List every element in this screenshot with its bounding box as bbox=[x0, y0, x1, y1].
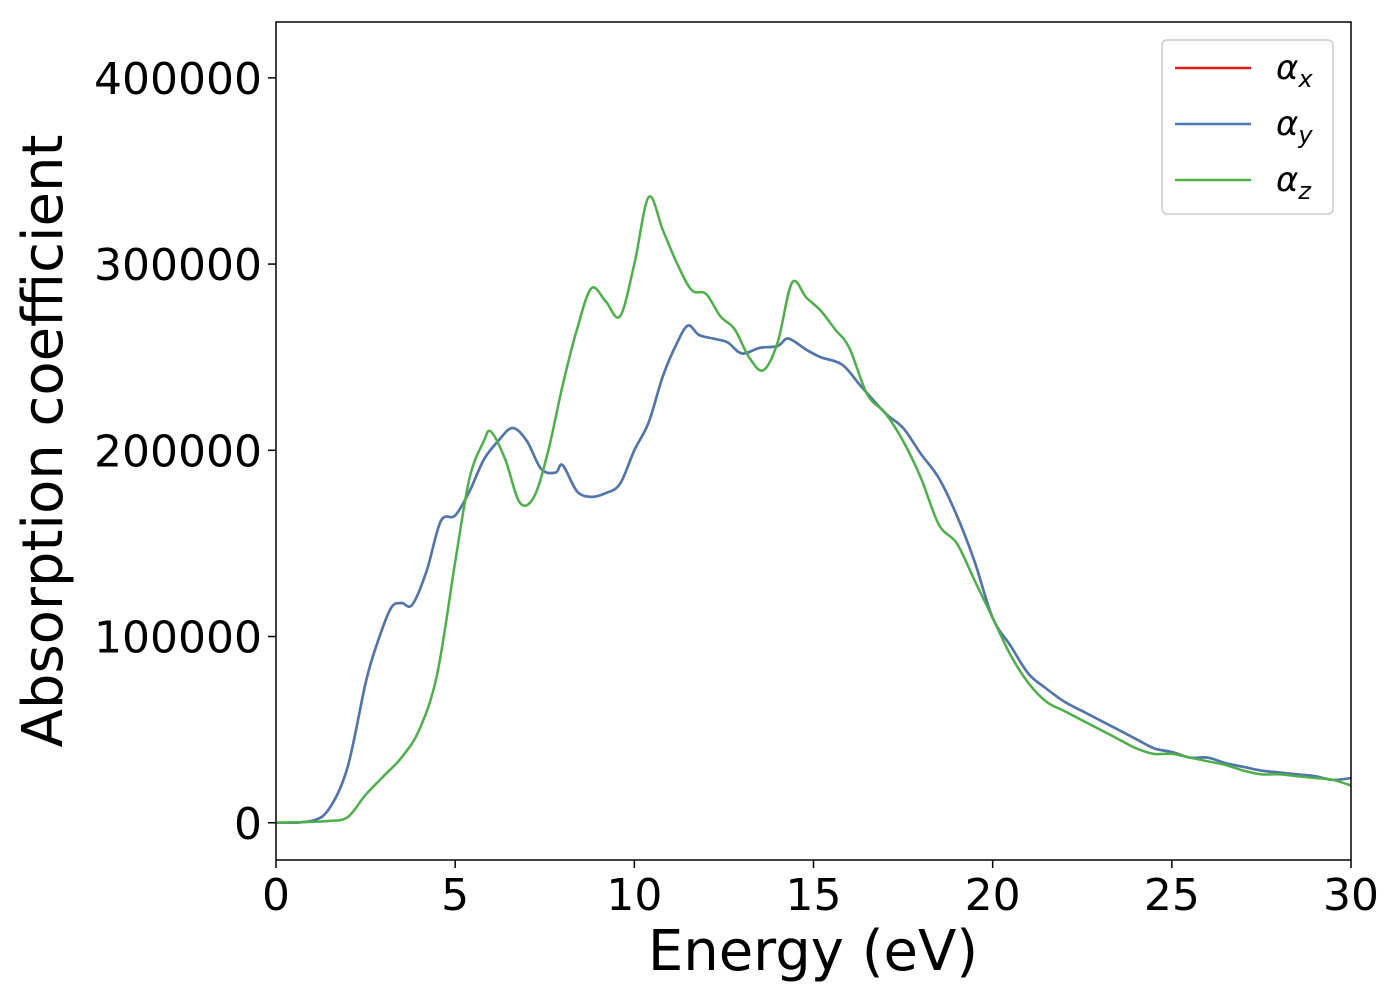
x-tick-label: 10 bbox=[606, 870, 662, 921]
y-axis: 0 100000 200000 300000 400000 bbox=[94, 54, 276, 850]
y-tick-label: 100000 bbox=[94, 613, 262, 664]
x-axis-label: Energy (eV) bbox=[648, 919, 978, 984]
x-tick-label: 5 bbox=[441, 870, 469, 921]
x-tick-label: 0 bbox=[262, 870, 290, 921]
y-tick-label: 300000 bbox=[94, 240, 262, 291]
y-tick-label: 400000 bbox=[94, 54, 262, 105]
x-tick-label: 15 bbox=[786, 870, 842, 921]
x-tick-label: 25 bbox=[1144, 870, 1200, 921]
series-layer bbox=[276, 195, 1351, 825]
x-axis: 0 5 10 15 20 25 30 bbox=[262, 860, 1379, 921]
y-axis-label: Absorption coefficient bbox=[11, 135, 76, 748]
x-tick-label: 30 bbox=[1323, 870, 1379, 921]
series-line-z bbox=[276, 195, 1351, 825]
y-tick-label: 200000 bbox=[94, 426, 262, 477]
legend-box bbox=[1161, 39, 1334, 215]
series-line-y bbox=[276, 324, 1351, 825]
x-tick-label: 20 bbox=[965, 870, 1021, 921]
y-tick-label: 0 bbox=[234, 799, 262, 850]
